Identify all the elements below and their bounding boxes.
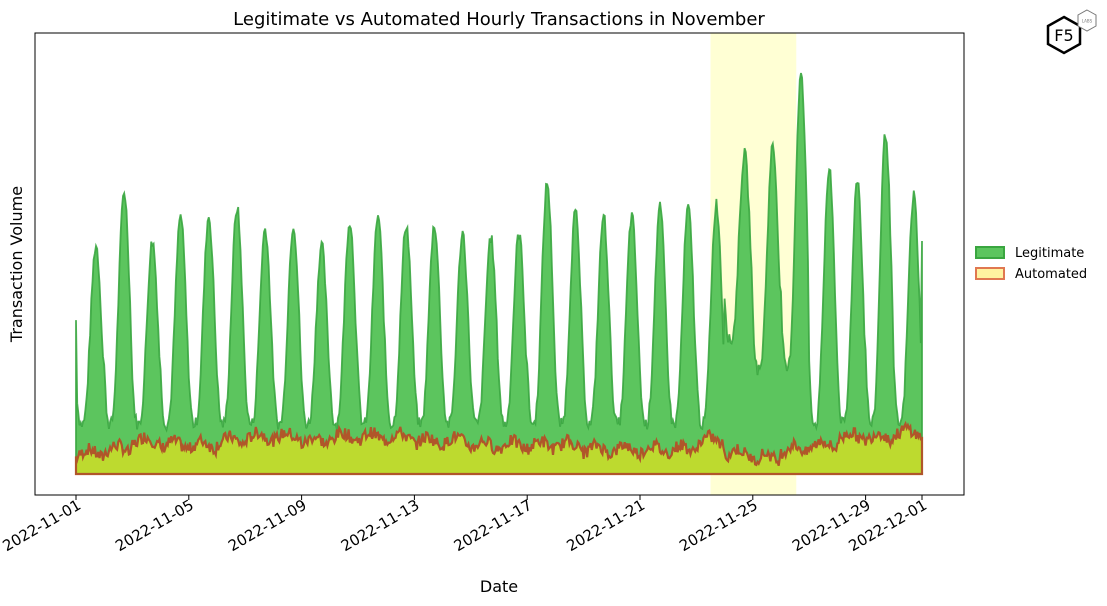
plot-frame <box>34 32 965 496</box>
x-axis-ticks: 2022-11-01 2022-11-05 2022-11-09 2022-11-13… <box>0 495 930 555</box>
legend-swatch-legitimate <box>975 246 1005 259</box>
legend-swatch-automated <box>975 267 1005 280</box>
x-tick-label: 2022-11-17 <box>451 496 536 555</box>
logo-labs-hexagon-icon <box>1077 9 1097 32</box>
x-axis-label: Date <box>480 577 518 596</box>
series-layer <box>74 72 924 476</box>
legend: Legitimate Automated <box>975 246 1087 282</box>
x-tick-label: 2022-11-13 <box>338 496 423 555</box>
x-tick-label: 2022-11-21 <box>563 496 648 555</box>
f5-labs-logo: F5 LABS <box>1046 9 1097 55</box>
legend-label-automated: Automated <box>1015 267 1087 282</box>
x-tick-label: 2022-11-01 <box>0 496 84 555</box>
legend-label-legitimate: Legitimate <box>1015 246 1084 261</box>
x-tick-label: 2022-11-09 <box>225 496 310 555</box>
logo-badge-text: LABS <box>1082 19 1093 24</box>
series-area-automated <box>74 420 924 476</box>
logo-text: F5 <box>1054 26 1073 45</box>
x-tick-label: 2022-11-25 <box>676 496 761 555</box>
chart-title: Legitimate vs Automated Hourly Transacti… <box>233 9 765 30</box>
y-axis-label: Transaction Volume <box>7 186 26 343</box>
x-tick-label: 2022-11-05 <box>112 496 197 555</box>
series-area-legitimate <box>75 72 923 475</box>
